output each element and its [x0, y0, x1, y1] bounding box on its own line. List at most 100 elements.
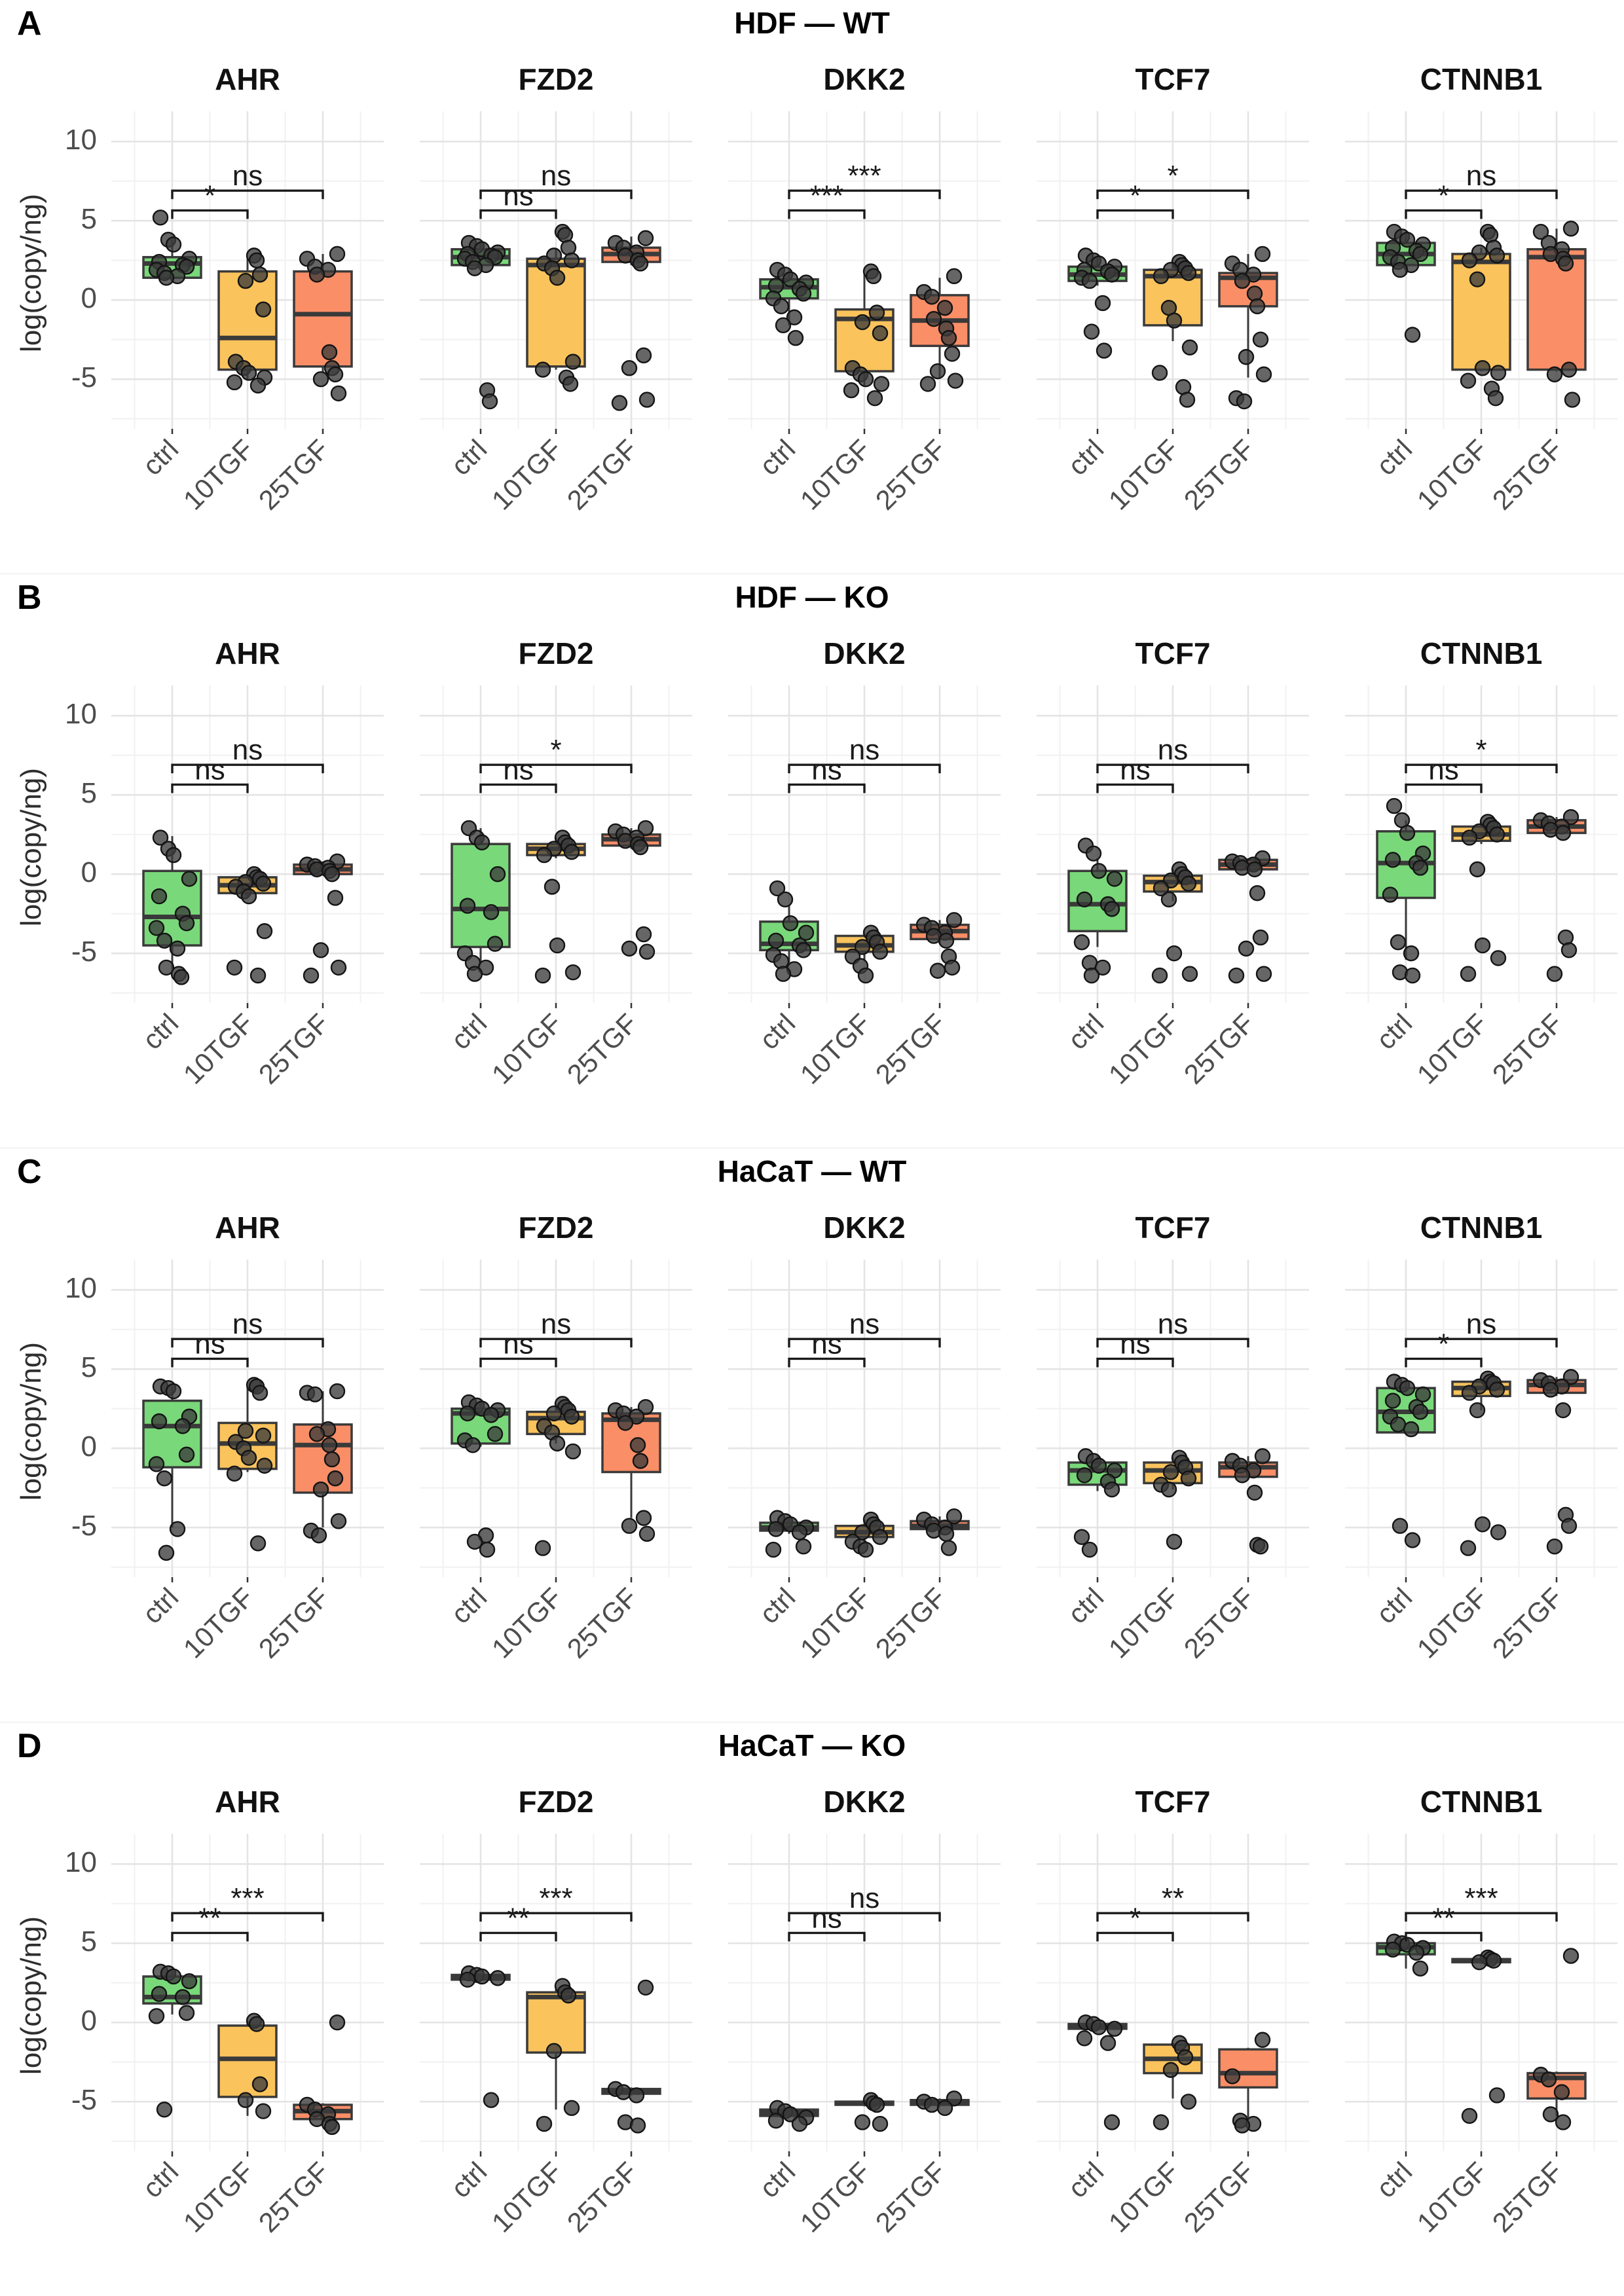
data-point — [156, 2102, 173, 2118]
data-point — [1474, 937, 1491, 954]
x-tick-label: 10TGF — [1103, 433, 1185, 516]
x-tick-label: ctrl — [1062, 1008, 1110, 1055]
data-point — [165, 1383, 182, 1400]
bracket-ctrl-25TGF — [788, 189, 941, 200]
data-point — [487, 936, 504, 952]
data-point — [621, 1518, 638, 1534]
data-point — [1460, 373, 1477, 389]
data-point — [459, 1971, 476, 1988]
data-point — [251, 266, 268, 283]
data-point — [1542, 2106, 1559, 2123]
box-group-25TGF — [601, 1399, 661, 1542]
sig-label-ctrl-25TGF: * — [550, 734, 561, 766]
data-point — [865, 268, 882, 285]
data-point — [1234, 1467, 1251, 1484]
data-point — [946, 268, 963, 285]
data-point — [303, 967, 320, 984]
data-point — [1390, 934, 1407, 951]
data-point — [1403, 1421, 1420, 1438]
bracket-ctrl-25TGF — [171, 763, 324, 774]
sig-label-ctrl-10TGF: * — [1438, 179, 1449, 211]
data-point — [1414, 1386, 1431, 1403]
x-tick-label: 25TGF — [1486, 1582, 1569, 1664]
sig-label-ctrl-10TGF: ns — [811, 1902, 841, 1934]
box-group-10TGF — [217, 866, 278, 984]
data-point — [1096, 342, 1113, 359]
x-tick-label: 25TGF — [561, 1582, 644, 1664]
y-tick-label: -5 — [71, 936, 97, 968]
x-tick-label: 25TGF — [1178, 433, 1261, 516]
data-point — [767, 1521, 784, 1537]
box-group-10TGF — [834, 1511, 895, 1558]
panel-A: A HDF — WT log(copy/ng) 10 5 0 -5 AHR * ns ctrl… — [0, 0, 1624, 574]
y-tick-label: -5 — [71, 2084, 97, 2117]
facet-title: TCF7 — [1135, 1785, 1211, 1819]
bracket-ctrl-10TGF — [479, 783, 557, 793]
x-tick-label: 10TGF — [1411, 433, 1494, 516]
data-point — [798, 924, 815, 941]
data-point — [1555, 2114, 1572, 2130]
bracket-ctrl-25TGF — [788, 1912, 941, 1922]
box-group-25TGF — [910, 912, 970, 979]
x-tick-label: ctrl — [445, 1582, 493, 1630]
sig-label-ctrl-25TGF: ns — [232, 1308, 263, 1340]
significance-brackets: ****** — [788, 160, 941, 219]
x-tick-label: 10TGF — [794, 1008, 877, 1090]
data-point — [255, 301, 272, 318]
x-tick-label: ctrl — [1062, 1582, 1110, 1630]
box-group-25TGF — [293, 853, 353, 984]
sig-label-ctrl-10TGF: ns — [503, 1328, 533, 1360]
data-point — [1073, 934, 1090, 951]
facet-title: DKK2 — [823, 62, 906, 96]
sig-label-ctrl-10TGF: ** — [507, 1902, 529, 1934]
data-point — [174, 1418, 191, 1434]
box-group-ctrl — [451, 820, 511, 982]
data-point — [563, 252, 580, 268]
sig-label-ctrl-25TGF: * — [1167, 160, 1178, 192]
sig-label-ctrl-10TGF: ns — [194, 1328, 225, 1360]
data-point — [1106, 2020, 1123, 2037]
box-group-25TGF — [1218, 246, 1278, 410]
data-point — [256, 923, 273, 939]
data-point — [1546, 1538, 1563, 1555]
data-point — [330, 959, 347, 976]
data-point — [843, 382, 860, 399]
data-point — [857, 1541, 874, 1558]
data-point — [1562, 809, 1579, 826]
significance-brackets: ** — [1096, 160, 1249, 219]
data-point — [632, 255, 649, 272]
box — [1526, 247, 1587, 371]
data-point — [466, 260, 483, 276]
data-point — [638, 943, 655, 960]
data-point — [1151, 967, 1168, 984]
data-point — [936, 300, 953, 316]
data-point — [637, 1979, 654, 1996]
sig-label-ctrl-10TGF: *** — [810, 179, 843, 211]
data-point — [489, 866, 506, 883]
box-group-ctrl — [142, 1963, 202, 2118]
bracket-ctrl-25TGF — [479, 1912, 633, 1922]
data-point — [635, 1510, 652, 1526]
sig-label-ctrl-25TGF: ns — [1158, 1308, 1188, 1340]
data-point — [1461, 252, 1478, 268]
bracket-ctrl-25TGF — [1096, 1912, 1249, 1922]
y-tick-label: 10 — [65, 1272, 97, 1305]
data-point — [621, 940, 638, 957]
data-point — [1404, 1532, 1421, 1548]
bracket-ctrl-25TGF — [1405, 1338, 1558, 1348]
data-point — [226, 959, 243, 976]
data-point — [1238, 349, 1255, 365]
box-group-ctrl — [1376, 223, 1436, 343]
data-point — [1180, 875, 1197, 892]
data-point — [536, 2115, 553, 2132]
x-tick-label: ctrl — [445, 1008, 493, 1055]
data-point — [487, 1426, 504, 1442]
data-point — [635, 926, 652, 943]
data-point — [944, 346, 961, 362]
data-point — [563, 2100, 580, 2117]
data-point — [1542, 1381, 1559, 1398]
